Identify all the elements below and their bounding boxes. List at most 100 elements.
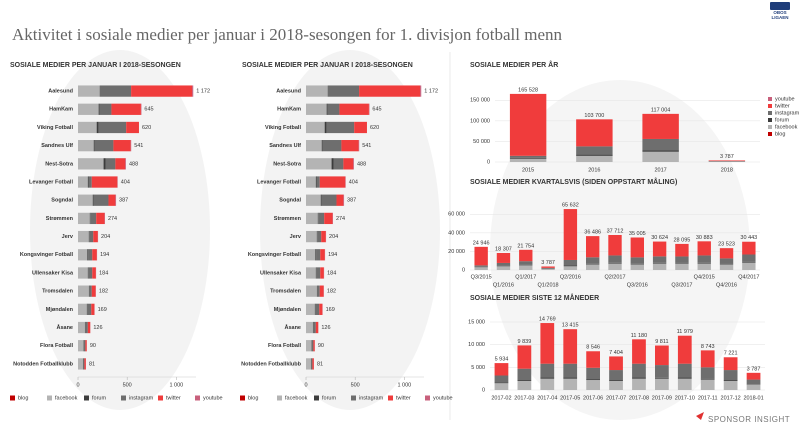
- bar-segment: [675, 256, 689, 263]
- bar-segment: [339, 103, 369, 115]
- bar-segment: [88, 267, 93, 279]
- total-label: 8 743: [701, 344, 715, 350]
- bar-segment: [111, 103, 141, 115]
- total-label: 23 523: [718, 242, 735, 248]
- x-tick-label: 2017-02: [491, 395, 511, 401]
- bar-segment: [84, 358, 86, 370]
- total-label: 30 883: [696, 235, 713, 241]
- legend-label: forum: [775, 117, 789, 123]
- total-label: 488: [357, 161, 366, 167]
- bar-segment: [310, 358, 313, 370]
- legend-swatch: [47, 395, 52, 401]
- bar-segment: [88, 285, 92, 297]
- total-label: 3 787: [541, 260, 555, 266]
- legend-label: youtube: [775, 96, 795, 102]
- bar-segment: [576, 119, 613, 147]
- legend-swatch: [277, 395, 282, 401]
- bar-segment: [320, 267, 324, 279]
- y-tick-label: 5 000: [471, 365, 485, 371]
- bar-segment: [78, 358, 83, 370]
- bar-segment: [78, 230, 89, 243]
- category-label: Ullensaker Kisa: [260, 270, 302, 276]
- total-label: 404: [349, 179, 358, 185]
- bar-segment: [306, 103, 327, 115]
- x-tick-label: 2017-04: [537, 395, 557, 401]
- bar-segment: [343, 194, 345, 206]
- bar-segment: [92, 249, 97, 261]
- total-label: 488: [129, 161, 138, 167]
- bar-segment: [576, 146, 613, 155]
- legend-swatch: [10, 395, 15, 401]
- x-tick-label: 500: [351, 382, 360, 388]
- bar-segment: [93, 230, 98, 243]
- x-tick-label: 2017-11: [698, 395, 718, 401]
- total-label: 182: [327, 289, 336, 295]
- bar-segment: [677, 335, 692, 364]
- legend-label: blog: [775, 131, 785, 137]
- total-label: 3 787: [747, 366, 761, 372]
- total-label: 1 172: [424, 89, 438, 95]
- bar-segment: [630, 257, 644, 264]
- bar-segment: [92, 267, 96, 279]
- bar-segment: [192, 85, 194, 97]
- total-label: 194: [100, 252, 109, 258]
- bar-segment: [697, 262, 711, 264]
- legend-label: twitter: [396, 395, 411, 401]
- total-label: 541: [134, 143, 143, 149]
- x-tick-label: 2017-07: [606, 395, 626, 401]
- legend-swatch: [351, 395, 356, 401]
- bar-segment: [700, 350, 715, 368]
- bar-segment: [78, 249, 88, 261]
- bar-segment: [509, 157, 547, 159]
- total-label: 169: [326, 307, 335, 313]
- total-label: 37 712: [607, 228, 624, 234]
- bar-segment: [78, 121, 97, 134]
- category-label: Notodden Fotballklubb: [13, 361, 74, 367]
- bar-segment: [746, 372, 761, 380]
- bar-segment: [306, 230, 317, 243]
- bar-segment: [319, 176, 346, 188]
- bar-segment: [642, 151, 679, 162]
- legend-label: blog: [18, 395, 28, 401]
- legend-swatch: [768, 125, 772, 129]
- x-tick-label: 500: [123, 382, 132, 388]
- category-label: Kongsvinger Fotball: [248, 252, 302, 258]
- bar-segment: [474, 246, 488, 266]
- bar-segment: [474, 267, 488, 270]
- bar-segment: [519, 261, 533, 265]
- bar-segment: [306, 358, 311, 370]
- x-tick-label: 2018: [721, 167, 733, 173]
- bar-segment: [311, 340, 314, 352]
- total-label: 204: [329, 234, 338, 240]
- bar-segment: [540, 377, 555, 379]
- bar-segment: [321, 140, 323, 152]
- total-label: 30 624: [651, 235, 668, 241]
- y-tick-label: 40 000: [448, 230, 465, 236]
- bar-segment: [494, 382, 509, 384]
- bar-segment: [306, 267, 316, 279]
- brand-icon: [696, 412, 704, 420]
- legend-label: facebook: [55, 395, 78, 401]
- total-label: 1 172: [196, 89, 210, 95]
- bar-segment: [494, 363, 509, 376]
- bar-segment: [359, 85, 421, 97]
- bar-segment: [723, 380, 738, 381]
- legend-label: blog: [248, 395, 258, 401]
- category-label: Aalesund: [276, 89, 301, 95]
- bar-segment: [652, 256, 667, 263]
- total-label: 24 946: [473, 240, 490, 246]
- bar-segment: [576, 154, 613, 156]
- y-tick-label: 0: [482, 387, 485, 393]
- bar-segment: [642, 113, 679, 139]
- total-label: 182: [99, 289, 108, 295]
- bar-segment: [78, 194, 93, 206]
- bar-segment: [677, 378, 692, 390]
- bar-segment: [586, 379, 600, 381]
- bar-segment: [313, 340, 315, 352]
- bar-segment: [324, 121, 327, 134]
- category-label: Nest-Sotra: [273, 161, 302, 167]
- brand: SPONSOR INSIGHT: [708, 415, 790, 424]
- y-tick-label: 50 000: [473, 139, 490, 145]
- x-tick-label: 0: [76, 382, 79, 388]
